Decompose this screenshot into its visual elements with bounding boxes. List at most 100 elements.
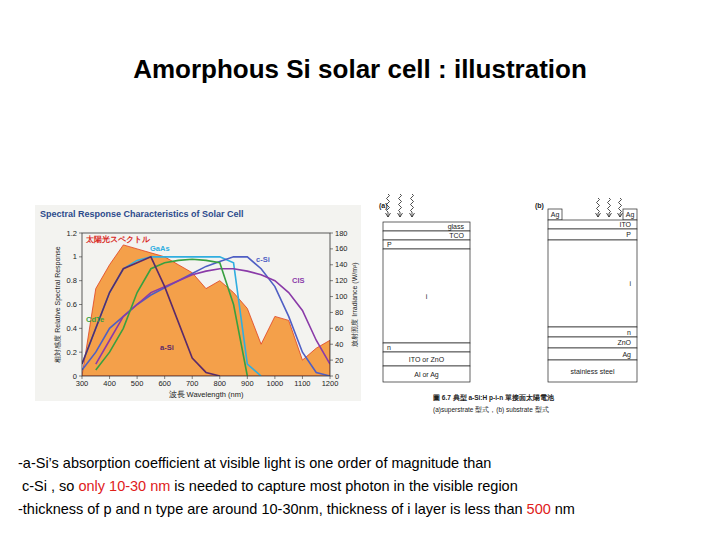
chart-title: Spectral Response Characteristics of Sol… bbox=[40, 209, 244, 219]
plot-data bbox=[82, 245, 330, 376]
y2-tick bbox=[330, 376, 333, 377]
y2-tick-label: 100 bbox=[335, 292, 348, 301]
response-line bbox=[82, 257, 220, 376]
series-label: 太陽光スペクトル bbox=[85, 235, 151, 244]
x-tick-label: 400 bbox=[103, 379, 116, 388]
diagram-caption: (a)superstrate 型式，(b) substrate 型式 bbox=[433, 406, 549, 414]
light-ray bbox=[411, 194, 414, 217]
y2-tick bbox=[330, 360, 333, 361]
series-label: CdTe bbox=[86, 315, 104, 324]
y-tick-label: 0 bbox=[73, 372, 77, 381]
cell-diagrams: (a)glassTCOPinITO or ZnOAl or Ag(b)AgAgI… bbox=[379, 194, 637, 414]
layer-label: TCO bbox=[449, 232, 464, 239]
y2-tick-label: 120 bbox=[335, 276, 348, 285]
layer-label: P bbox=[626, 231, 631, 238]
layer-label: Ag bbox=[622, 351, 631, 359]
series-label: c-Si bbox=[256, 255, 270, 264]
bullet-text: is needed to capture most photon in the … bbox=[170, 478, 517, 494]
slide: Amorphous Si solar cell : illustration Sp… bbox=[0, 0, 720, 540]
slide-title: Amorphous Si solar cell : illustration bbox=[133, 54, 587, 84]
y2-tick bbox=[330, 264, 333, 265]
y2-tick bbox=[330, 344, 333, 345]
light-ray-head bbox=[607, 213, 612, 217]
y-tick bbox=[79, 233, 82, 234]
y2-tick-label: 60 bbox=[335, 324, 343, 333]
bullet-text: -a-Si’s absorption coefficient at visibl… bbox=[18, 455, 491, 471]
y2-tick-label: 40 bbox=[335, 340, 343, 349]
y-tick bbox=[79, 352, 82, 353]
x-tick-label: 800 bbox=[214, 379, 227, 388]
layer bbox=[383, 343, 470, 352]
panel-label: (b) bbox=[535, 202, 544, 210]
series-label: a-Si bbox=[160, 343, 174, 352]
layer-label: ZnO bbox=[617, 339, 631, 346]
y2-axis-label: 放射照度 Irradiance (W/m²) bbox=[351, 262, 359, 346]
y2-tick-label: 140 bbox=[335, 260, 348, 269]
layer-label: i bbox=[426, 293, 428, 300]
contact bbox=[548, 209, 562, 220]
chart-background bbox=[35, 205, 361, 401]
y2-tick bbox=[330, 328, 333, 329]
y-tick bbox=[79, 304, 82, 305]
x-tick-label: 500 bbox=[131, 379, 144, 388]
contact-label: Ag bbox=[551, 211, 560, 219]
layer-label: ITO or ZnO bbox=[409, 356, 445, 363]
light-ray bbox=[387, 194, 390, 217]
light-ray bbox=[399, 194, 402, 217]
y2-tick-label: 20 bbox=[335, 356, 343, 365]
y-tick bbox=[79, 280, 82, 281]
y-tick-label: 0.6 bbox=[67, 300, 77, 309]
y2-tick bbox=[330, 296, 333, 297]
y2-tick-label: 160 bbox=[335, 244, 348, 253]
layer bbox=[548, 240, 637, 327]
y2-tick bbox=[330, 280, 333, 281]
panel-label: (a) bbox=[379, 202, 388, 210]
y-tick bbox=[79, 376, 82, 377]
contact bbox=[623, 209, 637, 220]
light-ray bbox=[619, 198, 622, 217]
layer bbox=[548, 220, 637, 229]
bullet-text: nm bbox=[551, 501, 575, 517]
y-tick bbox=[79, 256, 82, 257]
response-line bbox=[82, 257, 261, 376]
bullet-line: -thickness of p and n type are around 10… bbox=[18, 501, 575, 517]
layer bbox=[383, 222, 470, 231]
y-tick-label: 0.4 bbox=[67, 324, 77, 333]
x-tick-label: 300 bbox=[76, 379, 89, 388]
y-tick-label: 1 bbox=[73, 252, 77, 261]
y-tick-label: 0.2 bbox=[67, 348, 77, 357]
x-tick-label: 600 bbox=[158, 379, 171, 388]
light-ray-head bbox=[386, 213, 391, 217]
layer bbox=[383, 231, 470, 240]
light-ray-head bbox=[596, 213, 601, 217]
y-tick bbox=[79, 328, 82, 329]
layer bbox=[383, 352, 470, 366]
y2-tick bbox=[330, 248, 333, 249]
layer-label: P bbox=[387, 241, 392, 248]
light-ray bbox=[608, 198, 611, 217]
series-label: CIS bbox=[292, 276, 305, 285]
bullet-line: -a-Si’s absorption coefficient at visibl… bbox=[18, 455, 491, 471]
light-ray-head bbox=[410, 213, 415, 217]
layer-label: n bbox=[627, 329, 631, 336]
layer bbox=[548, 348, 637, 360]
series-label: GaAs bbox=[150, 244, 170, 253]
light-ray-head bbox=[398, 213, 403, 217]
layer bbox=[548, 229, 637, 240]
layer bbox=[548, 337, 637, 348]
layer-label: Al or Ag bbox=[414, 371, 439, 379]
layer-label: n bbox=[387, 344, 391, 351]
x-tick-label: 1100 bbox=[294, 379, 310, 388]
layer-label: i bbox=[629, 280, 631, 287]
layer bbox=[383, 240, 470, 249]
bullet-text: c-Si , so bbox=[18, 478, 78, 494]
light-ray-head bbox=[618, 213, 623, 217]
response-line bbox=[96, 269, 330, 364]
y2-tick-label: 80 bbox=[335, 308, 343, 317]
layer bbox=[383, 366, 470, 382]
highlight-text: 500 bbox=[527, 501, 551, 517]
y-tick-label: 0.8 bbox=[67, 276, 77, 285]
chart: Spectral Response Characteristics of Sol… bbox=[35, 205, 361, 401]
contact-label: Ag bbox=[626, 211, 635, 219]
highlight-text: only 10-30 nm bbox=[78, 478, 170, 494]
